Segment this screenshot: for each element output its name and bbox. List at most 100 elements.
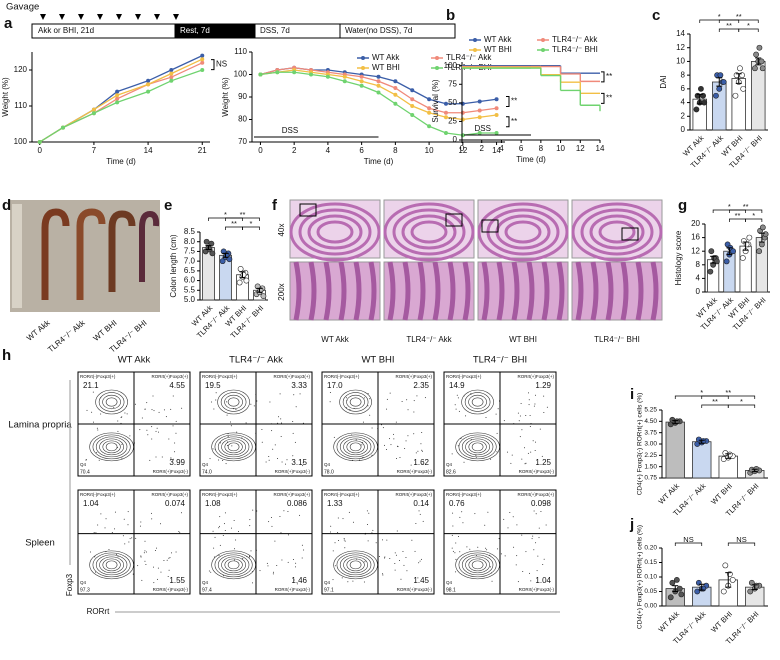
event-dot [214,536,216,538]
quadrant-label: RORrt(-)Foxp3(+) [446,374,482,379]
event-dot [469,548,471,550]
y-tick-label: 100 [444,61,458,70]
colon [76,208,106,300]
x-tick-label: 14 [144,146,153,155]
quadrant-label: RORrt(+)Foxp3(+) [517,492,554,497]
event-dot [153,410,155,412]
legend-label: TLR4⁻/⁻ Akk [446,53,492,62]
event-dot [218,555,220,557]
data-point [254,283,261,290]
y-tick-label: 0.05 [644,588,657,595]
event-dot [230,527,232,529]
contour [99,438,125,456]
event-dot [486,549,488,551]
data-point [743,241,750,248]
point [393,101,398,106]
significance-label: * [747,21,750,30]
contour [92,434,131,460]
significance-bracket [738,28,759,32]
event-dot [534,394,536,396]
event-dot [181,512,183,514]
point [427,110,432,115]
quadrant-value: 1.46 [291,576,307,585]
event-dot [115,553,117,555]
event-dot [242,557,244,559]
event-dot [538,527,540,529]
event-dot [519,415,521,417]
event-dot [256,400,258,402]
x-tick-label: 0 [460,144,465,153]
significance-label: * [718,12,721,21]
quadrant-value: 3.15 [291,458,307,467]
event-dot [349,409,351,411]
event-dot [181,407,183,409]
y-tick-label: 0 [696,287,701,296]
event-dot [415,522,417,524]
event-dot [419,513,421,515]
contour [461,554,494,576]
contour [214,552,253,578]
y-tick-label: 2 [681,111,686,120]
event-dot [332,579,334,581]
event-dot [292,432,294,434]
event-dot [280,422,282,424]
event-dot [366,510,368,512]
y-tick-label: 6.0 [184,276,196,285]
series-line [39,69,203,143]
contour [99,556,125,574]
contour [102,394,121,410]
significance-label: ** [712,397,718,406]
event-dot [285,463,287,465]
data-point [720,588,727,595]
event-dot [495,413,497,415]
contour [465,556,491,574]
event-dot [517,412,519,414]
event-dot [97,524,99,526]
event-dot [512,516,514,518]
tissue-ring [383,202,475,262]
data-point [237,266,244,272]
contour [217,389,250,415]
event-dot [265,461,267,463]
event-dot [249,519,251,521]
event-dot [399,560,401,562]
quadrant-value: 97.1 [324,587,334,593]
event-dot [420,558,422,560]
y-tick-label: 0 [453,135,458,144]
significance-label: ** [231,219,237,228]
event-dot [233,559,235,561]
event-dot [368,512,370,514]
event-dot [292,559,294,561]
quadrant-label: RORrt(+)Foxp3(-) [275,587,311,592]
y-tick-label: 3.00 [644,441,657,448]
quadrant-value: 0.14 [413,499,429,508]
point [169,75,174,80]
event-dot [210,571,212,573]
panel-label: c [652,7,660,24]
point [460,110,465,115]
event-dot [421,432,423,434]
panel-label: a [4,15,13,32]
histology-image [289,261,381,321]
event-dot [287,561,289,563]
event-dot [117,420,119,422]
event-dot [252,582,254,584]
phase-label: DSS, 7d [260,26,290,35]
event-dot [414,550,416,552]
event-dot [382,427,384,429]
event-dot [465,415,467,417]
event-dot [158,411,160,413]
data-point [753,51,760,58]
event-dot [385,449,387,451]
event-dot [179,532,181,534]
event-dot [235,408,237,410]
crypt-band [526,261,535,321]
event-dot [462,522,464,524]
event-dot [168,569,170,571]
point [376,90,381,95]
gavage-arrow [135,14,141,20]
x-tick-label: WT BHI [709,481,734,506]
event-dot [513,546,515,548]
event-dot [407,435,409,437]
event-dot [405,557,407,559]
